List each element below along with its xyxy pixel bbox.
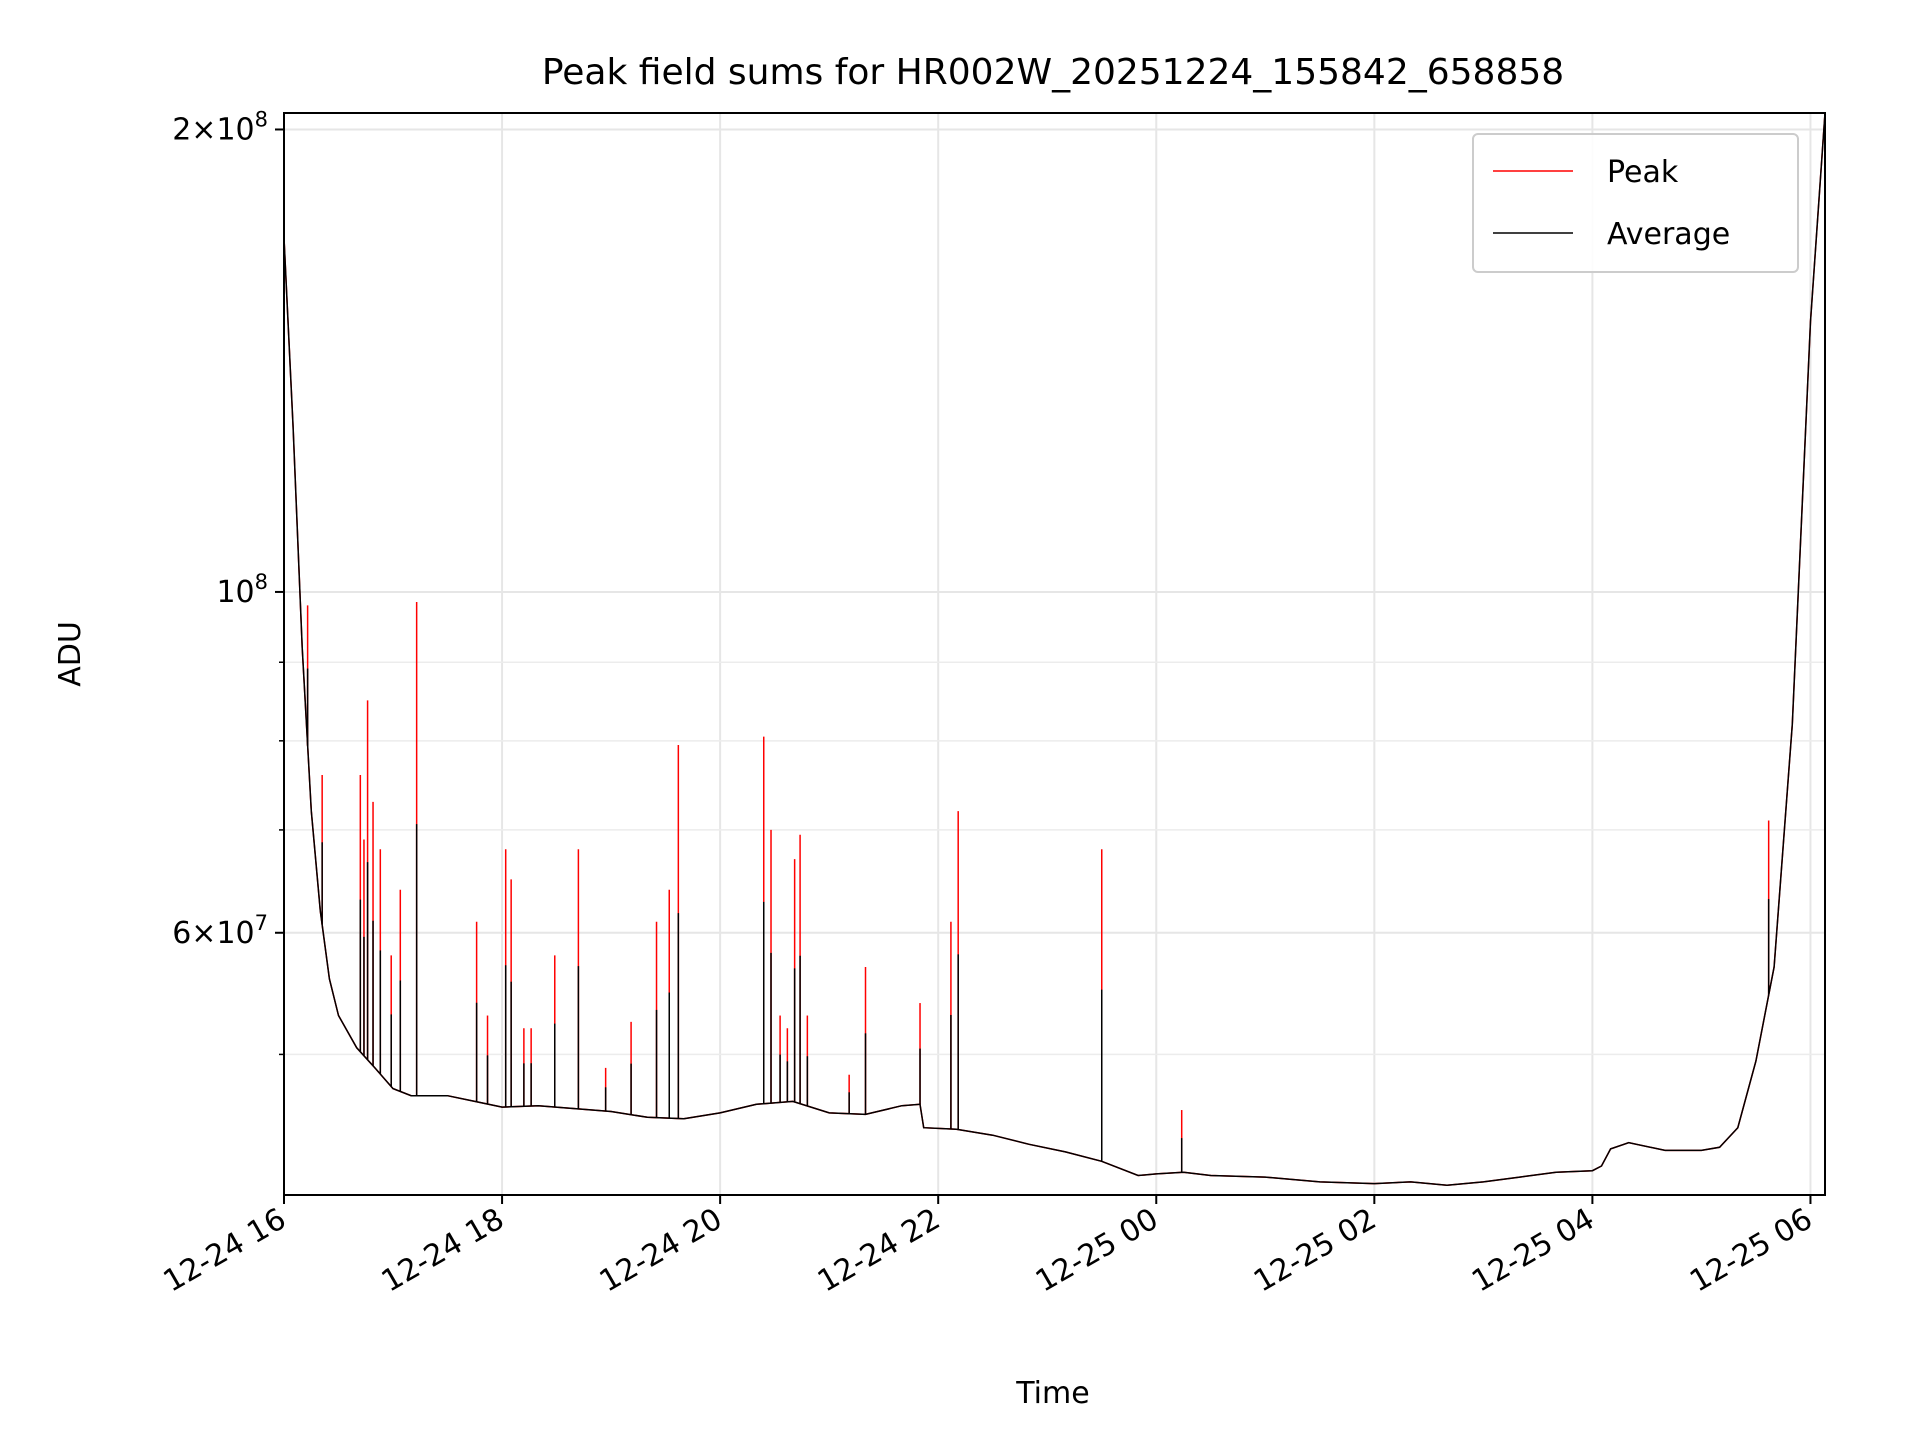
chart-title: Peak field sums for HR002W_20251224_1558… [542,52,1564,93]
y-tick-label: 6×107 [172,911,268,951]
legend-label-peak: Peak [1607,155,1679,190]
y-tick-label: 2×108 [172,107,268,147]
y-axis-label: ADU [53,621,88,687]
x-axis-label: Time [1015,1376,1089,1411]
legend-label-average: Average [1607,217,1730,252]
legend: Peak Average [1472,133,1799,273]
axes-frame [283,112,1826,1196]
plot-area [284,113,1825,1186]
series-line-average [284,113,1825,1186]
grid [283,113,1825,1195]
legend-box [1472,133,1799,273]
